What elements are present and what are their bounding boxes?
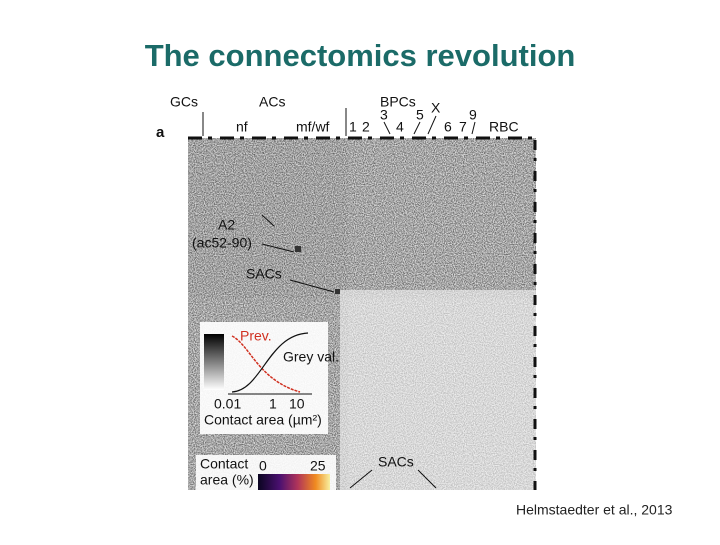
curve-label: Grey val. <box>283 349 339 365</box>
type-label: 9 <box>469 107 477 123</box>
group-label: BPCs <box>380 94 416 110</box>
type-label: 5 <box>416 107 424 123</box>
inset <box>200 322 328 434</box>
type-label: 6 <box>444 119 452 135</box>
inset-tick: 0.01 <box>214 396 241 412</box>
type-label: 1 <box>349 119 357 135</box>
citation: Helmstaedter et al., 2013 <box>516 502 673 518</box>
group-label: ACs <box>259 94 285 110</box>
type-label: 7 <box>459 119 467 135</box>
annotation: A2 <box>218 217 235 233</box>
type-label: 2 <box>362 119 370 135</box>
annotation: SACs <box>246 266 282 282</box>
annotation: (ac52-90) <box>192 235 252 251</box>
panel-label: a <box>156 124 165 141</box>
type-label: RBC <box>489 119 519 135</box>
type-label: mf/wf <box>296 119 330 135</box>
type-label: nf <box>236 119 248 135</box>
inset-tick: 10 <box>289 396 305 412</box>
arrows <box>261 115 476 489</box>
colorbar-tick: 25 <box>310 458 326 474</box>
colorbar-label: area (%) <box>200 472 254 488</box>
inset-tick: 1 <box>269 396 277 412</box>
colorbar <box>258 474 330 490</box>
curve-label: Prev. <box>240 328 272 344</box>
type-label: 4 <box>396 119 404 135</box>
type-label: X <box>431 100 441 116</box>
slide-title: The connectomics revolution <box>145 38 576 73</box>
bottom-label: SACs <box>378 454 414 470</box>
inset-axis-label: Contact area (µm²) <box>204 412 322 428</box>
colorbar-label: Contact <box>200 456 248 472</box>
type-label: 3 <box>380 107 388 123</box>
group-label: GCs <box>170 94 198 110</box>
colorbar-tick: 0 <box>259 458 267 474</box>
